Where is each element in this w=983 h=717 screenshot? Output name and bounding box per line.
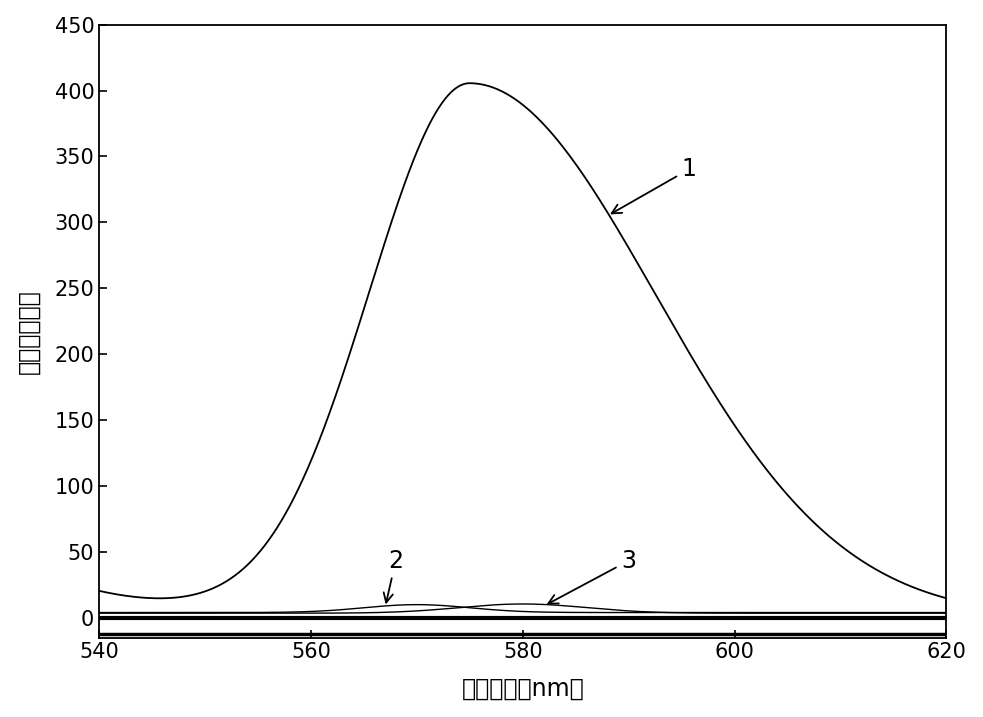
Text: 2: 2 bbox=[383, 549, 403, 602]
X-axis label: 波　长　（nm）: 波 长 （nm） bbox=[461, 676, 584, 701]
Text: 1: 1 bbox=[611, 157, 697, 214]
Text: 3: 3 bbox=[549, 549, 636, 604]
Y-axis label: 相对荧光强度: 相对荧光强度 bbox=[17, 289, 40, 374]
